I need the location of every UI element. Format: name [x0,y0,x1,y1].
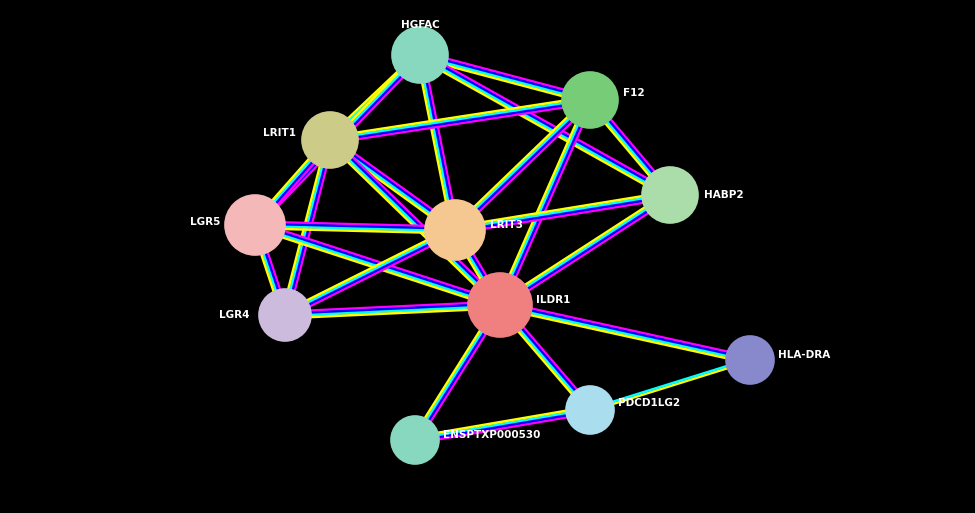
Circle shape [566,386,614,434]
Text: LGR5: LGR5 [189,217,220,227]
Circle shape [391,416,439,464]
Circle shape [562,72,618,128]
Circle shape [726,336,774,384]
Text: ENSPTXP00​0530: ENSPTXP00​0530 [443,430,540,440]
Text: F12: F12 [623,88,644,98]
Circle shape [425,200,485,260]
Circle shape [392,27,448,83]
Text: LRIT1: LRIT1 [263,128,296,138]
Text: LGR4: LGR4 [219,310,250,320]
Text: LRIT3: LRIT3 [490,220,523,230]
Text: HABP2: HABP2 [704,190,744,200]
Circle shape [468,273,532,337]
Text: HGFAC: HGFAC [401,20,440,30]
Text: HLA-DRA: HLA-DRA [778,350,831,360]
Circle shape [302,112,358,168]
Circle shape [259,289,311,341]
Text: ILDR1: ILDR1 [536,295,570,305]
Text: PDCD1LG2: PDCD1LG2 [618,398,681,408]
Circle shape [225,195,285,255]
Circle shape [642,167,698,223]
